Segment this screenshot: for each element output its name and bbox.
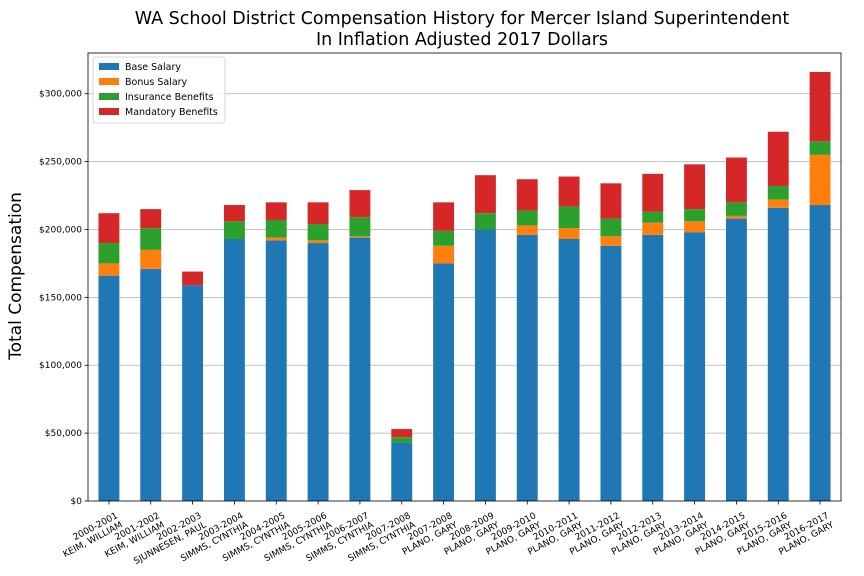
- bar-base-salary: [516, 234, 538, 501]
- y-tick-label: $100,000: [39, 361, 82, 371]
- bar-base-salary: [725, 218, 747, 501]
- bar-base-salary: [809, 205, 831, 502]
- bar-insurance-benefits: [98, 243, 120, 264]
- bar-base-salary: [433, 263, 455, 501]
- bar-mandatory-benefits: [349, 190, 371, 218]
- bar-mandatory-benefits: [809, 72, 831, 142]
- bar-mandatory-benefits: [391, 429, 413, 438]
- y-tick-label: $200,000: [39, 225, 82, 235]
- chart-subtitle: In Inflation Adjusted 2017 Dollars: [315, 30, 609, 50]
- bar-bonus-salary: [809, 154, 831, 206]
- y-tick-label: $0: [71, 497, 83, 507]
- bar-mandatory-benefits: [642, 173, 664, 212]
- bar-insurance-benefits: [767, 186, 789, 200]
- bar-bonus-salary: [684, 221, 706, 233]
- bar-insurance-benefits: [349, 217, 371, 237]
- legend-box: [92, 56, 226, 124]
- plot-frame: [87, 52, 842, 502]
- legend-label: Insurance Benefits: [125, 92, 214, 103]
- legend-label: Mandatory Benefits: [125, 107, 218, 118]
- bar-base-salary: [349, 237, 371, 501]
- bar-mandatory-benefits: [265, 202, 287, 220]
- bar-mandatory-benefits: [182, 271, 204, 286]
- bar-insurance-benefits: [600, 218, 622, 237]
- bar-bonus-salary: [642, 222, 664, 235]
- bar-bonus-salary: [558, 228, 580, 239]
- bar-insurance-benefits: [223, 221, 245, 239]
- y-tick-label: $50,000: [45, 429, 82, 439]
- bar-insurance-benefits: [725, 202, 747, 216]
- legend-swatch: [99, 63, 119, 70]
- bar-insurance-benefits: [642, 211, 664, 223]
- chart-title: WA School District Compensation History …: [134, 9, 790, 29]
- bar-insurance-benefits: [516, 210, 538, 226]
- bar-mandatory-benefits: [558, 176, 580, 207]
- bar-mandatory-benefits: [307, 202, 329, 225]
- bar-bonus-salary: [725, 215, 747, 219]
- y-tick-label: $250,000: [39, 158, 82, 168]
- bar-mandatory-benefits: [725, 157, 747, 203]
- axes-layer: [87, 52, 842, 502]
- bar-mandatory-benefits: [140, 209, 162, 229]
- bar-base-salary: [98, 275, 120, 501]
- bar-bonus-salary: [600, 236, 622, 246]
- bar-mandatory-benefits: [223, 205, 245, 222]
- bar-insurance-benefits: [558, 206, 580, 229]
- legend-swatch: [99, 108, 119, 115]
- bar-base-salary: [223, 238, 245, 501]
- bar-base-salary: [182, 285, 204, 501]
- bar-base-salary: [265, 240, 287, 501]
- bar-bonus-salary: [307, 240, 329, 244]
- y-axis-label: Total Compensation: [6, 192, 26, 360]
- bar-mandatory-benefits: [516, 179, 538, 211]
- bar-bonus-salary: [98, 263, 120, 276]
- legend-label: Bonus Salary: [125, 77, 188, 88]
- bar-base-salary: [474, 229, 496, 501]
- bar-base-salary: [767, 207, 789, 501]
- bar-bonus-salary: [516, 225, 538, 235]
- bar-insurance-benefits: [140, 228, 162, 250]
- bars-layer: [98, 72, 831, 502]
- bar-base-salary: [600, 245, 622, 501]
- bar-bonus-salary: [767, 199, 789, 208]
- legend: Base Salary Bonus Salary Insurance Benefit…: [92, 56, 226, 124]
- bar-base-salary: [642, 234, 664, 501]
- bar-base-salary: [684, 232, 706, 501]
- bar-bonus-salary: [433, 245, 455, 264]
- bar-mandatory-benefits: [433, 202, 455, 231]
- legend-label: Base Salary: [125, 62, 181, 73]
- bar-mandatory-benefits: [767, 131, 789, 187]
- legend-swatch: [99, 78, 119, 85]
- bar-insurance-benefits: [265, 219, 287, 238]
- bar-mandatory-benefits: [474, 175, 496, 214]
- bar-bonus-salary: [140, 249, 162, 269]
- bar-mandatory-benefits: [98, 213, 120, 244]
- y-tick-label: $300,000: [39, 90, 82, 100]
- bar-insurance-benefits: [433, 230, 455, 246]
- bar-bonus-salary: [265, 237, 287, 241]
- bar-base-salary: [558, 238, 580, 501]
- bar-bonus-salary: [349, 236, 371, 238]
- bar-mandatory-benefits: [600, 183, 622, 219]
- y-tick-label: $150,000: [39, 293, 82, 303]
- bar-base-salary: [391, 442, 413, 501]
- bar-insurance-benefits: [809, 141, 831, 155]
- legend-swatch: [99, 93, 119, 100]
- bar-insurance-benefits: [684, 209, 706, 222]
- bar-insurance-benefits: [391, 437, 413, 443]
- bar-insurance-benefits: [307, 224, 329, 241]
- bar-mandatory-benefits: [684, 164, 706, 210]
- bar-base-salary: [307, 243, 329, 501]
- bar-base-salary: [140, 268, 162, 501]
- bar-insurance-benefits: [474, 213, 496, 230]
